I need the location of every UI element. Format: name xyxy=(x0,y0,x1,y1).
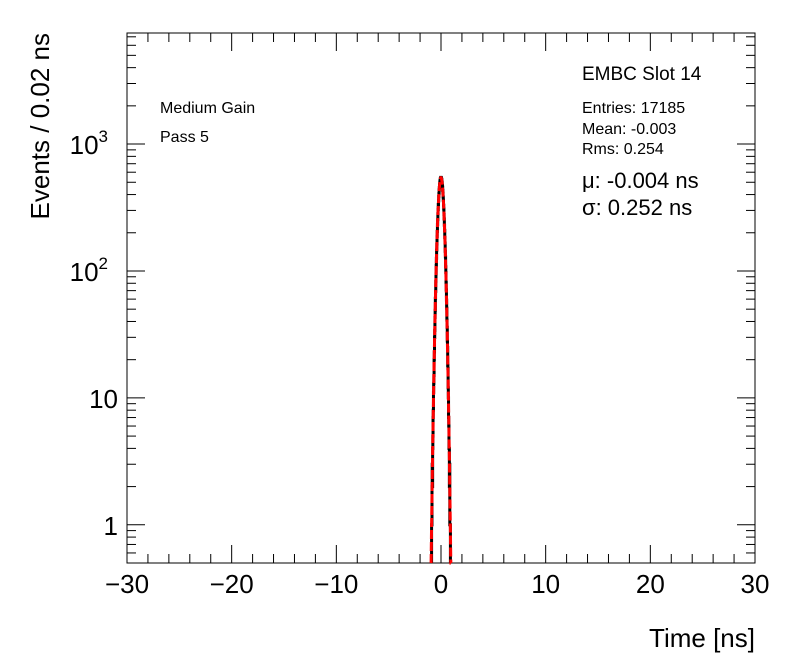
y-tick-labels: 1 10 102 103 xyxy=(70,127,118,541)
x-tick-label: 0 xyxy=(434,569,448,599)
stats-entries: Entries: 17185 xyxy=(582,100,685,117)
fit-curve xyxy=(429,176,453,565)
x-tick-label: −20 xyxy=(210,569,254,599)
x-axis-title: Time [ns] xyxy=(649,623,755,653)
x-tick-label: −10 xyxy=(314,569,358,599)
x-tick-label: −30 xyxy=(105,569,149,599)
x-tick-label: 20 xyxy=(636,569,665,599)
x-tick-label: 30 xyxy=(741,569,770,599)
x-tick-labels: −30 −20 −10 0 10 20 30 xyxy=(105,569,770,599)
y-tick-label: 103 xyxy=(70,127,108,160)
annotation-gain: Medium Gain xyxy=(160,100,255,117)
stats-mean: Mean: -0.003 xyxy=(582,121,676,138)
stats-rms: Rms: 0.254 xyxy=(582,141,664,158)
y-tick-label: 1 xyxy=(104,511,118,541)
annotation-pass: Pass 5 xyxy=(160,129,209,146)
y-tick-label: 102 xyxy=(70,254,108,287)
fit-mu: μ: -0.004 ns xyxy=(582,168,699,193)
fit-sigma: σ: 0.252 ns xyxy=(582,195,692,220)
y-tick-label: 10 xyxy=(89,384,118,414)
stats-title: EMBC Slot 14 xyxy=(582,64,702,85)
x-tick-label: 10 xyxy=(531,569,560,599)
axis-ticks xyxy=(126,33,756,564)
y-axis-title: Events / 0.02 ns xyxy=(25,33,55,219)
